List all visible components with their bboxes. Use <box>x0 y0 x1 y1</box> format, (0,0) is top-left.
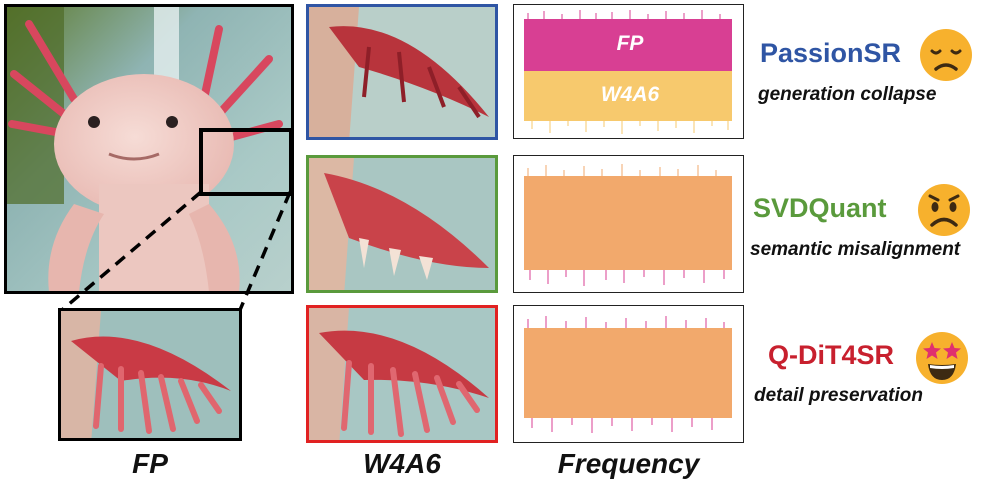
freq-overlay-w4a6: W4A6 <box>522 83 738 107</box>
frequency-panel-passionsr <box>513 4 744 139</box>
description-svdquant: semantic misalignment <box>750 239 960 261</box>
method-label-passionsr: PassionSR <box>760 38 901 69</box>
column-label-fp: FP <box>58 448 242 480</box>
frequency-panel-svdquant <box>513 155 744 293</box>
description-passionsr: generation collapse <box>758 84 936 106</box>
w4a6-passionsr-image <box>306 4 498 140</box>
frowning-face-icon <box>916 182 972 238</box>
w4a6-qdit4sr-image <box>306 305 498 443</box>
sad-face-icon <box>918 27 974 83</box>
column-label-w4a6: W4A6 <box>306 448 498 480</box>
description-qdit4sr: detail preservation <box>754 385 923 407</box>
w4a6-svdquant-image <box>306 155 498 293</box>
method-label-svdquant: SVDQuant <box>753 193 887 224</box>
frequency-panel-qdit4sr <box>513 305 744 443</box>
column-label-frequency: Frequency <box>513 448 744 480</box>
star-struck-face-icon <box>914 330 970 386</box>
zoom-connector-lines <box>0 0 300 320</box>
method-label-qdit4sr: Q-DiT4SR <box>768 340 894 371</box>
freq-overlay-fp: FP <box>522 32 738 56</box>
fp-crop-image <box>58 308 242 441</box>
